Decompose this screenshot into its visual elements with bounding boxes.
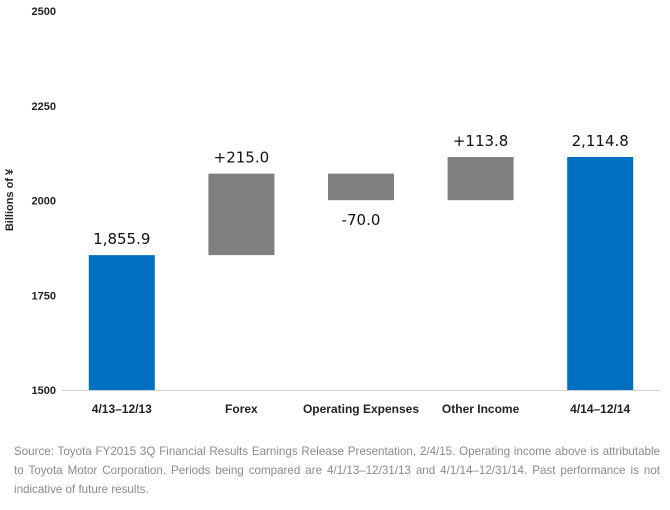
total-bar	[567, 156, 634, 390]
total-bar	[88, 255, 155, 390]
x-axis: 4/13–12/13 Forex Operating Expenses Other I…	[92, 402, 631, 416]
x-tick-label: 4/13–12/13	[92, 402, 152, 416]
y-tick-label: 2000	[32, 196, 56, 208]
y-axis: 1500 1750 2000 2250 2500	[32, 6, 56, 397]
y-tick-label: 1750	[32, 290, 56, 302]
x-tick-label: Operating Expenses	[303, 402, 419, 416]
data-label: +215.0	[214, 149, 270, 167]
y-axis-label: Billions of ¥	[4, 168, 16, 231]
x-tick-label: Forex	[225, 402, 258, 416]
delta-bar	[447, 157, 514, 201]
delta-bar	[208, 173, 275, 256]
y-tick-label: 1500	[32, 385, 56, 397]
bars	[88, 156, 634, 390]
data-label: 1,855.9	[93, 230, 150, 248]
source-footnote: Source: Toyota FY2015 3Q Financial Resul…	[14, 445, 660, 496]
data-labels: 1,855.9 +215.0 -70.0 +113.8 2,114.8	[93, 132, 629, 248]
data-label: +113.8	[453, 132, 509, 150]
data-label: 2,114.8	[572, 132, 629, 150]
x-tick-label: Other Income	[442, 402, 520, 416]
y-tick-label: 2250	[32, 101, 56, 113]
data-label: -70.0	[342, 211, 381, 229]
delta-bar	[328, 173, 394, 201]
x-tick-label: 4/14–12/14	[570, 402, 630, 416]
waterfall-chart: Billions of ¥ 1500 1750 2000 2250 2500 1,855…	[4, 6, 660, 416]
y-tick-label: 2500	[32, 6, 56, 18]
